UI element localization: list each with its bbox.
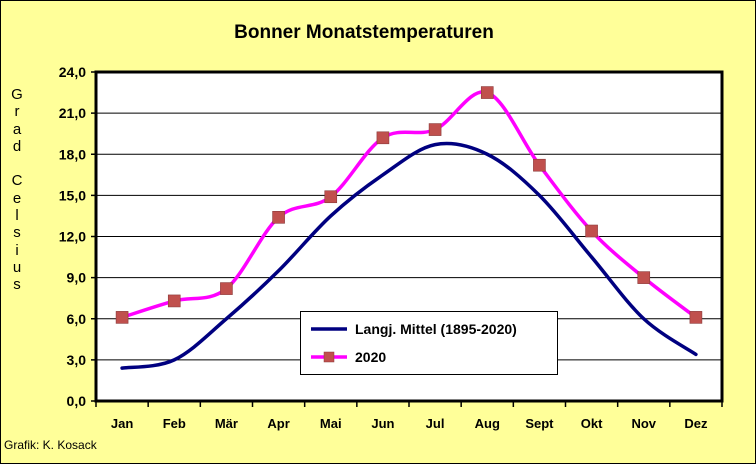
x-tick-labels: Jan Feb Mär Apr Mai Jun Jul Aug Sept Okt Nov Dez bbox=[111, 416, 708, 431]
x-tick-label: Okt bbox=[581, 416, 603, 431]
x-tick-label: Sept bbox=[525, 416, 554, 431]
chart-title: Bonner Monatstemperaturen bbox=[234, 22, 494, 43]
y-tick-label: 18,0 bbox=[59, 146, 86, 162]
y-tick-labels: 0,0 3,0 6,0 9,0 12,0 15,0 18,0 21,0 24,0 bbox=[59, 64, 86, 409]
data-point-marker bbox=[115, 311, 129, 324]
x-tick-label: Apr bbox=[267, 416, 289, 431]
y-tick-label: 3,0 bbox=[67, 352, 87, 368]
y-tick-label: 0,0 bbox=[67, 393, 87, 409]
legend-swatch-mean bbox=[311, 327, 347, 331]
y-tick-label: 6,0 bbox=[67, 311, 87, 327]
legend-label-2020: 2020 bbox=[355, 349, 387, 365]
x-tick-label: Mär bbox=[215, 416, 238, 431]
legend-label-mean: Langj. Mittel (1895-2020) bbox=[355, 321, 517, 337]
x-tick-label: Mai bbox=[320, 416, 342, 431]
x-tick-label: Jul bbox=[426, 416, 445, 431]
data-point-marker bbox=[689, 311, 703, 324]
x-tick-label: Nov bbox=[631, 416, 656, 431]
y-tick-label: 15,0 bbox=[59, 187, 86, 203]
legend: Langj. Mittel (1895-2020) 2020 bbox=[300, 311, 558, 375]
series-line-0 bbox=[120, 141, 698, 370]
data-point-marker bbox=[220, 282, 233, 295]
data-point-marker bbox=[533, 158, 546, 172]
y-axis-label-char: i bbox=[15, 241, 19, 259]
data-point-marker bbox=[376, 131, 390, 145]
y-axis-label-char: a bbox=[12, 120, 22, 138]
data-point-marker bbox=[480, 86, 494, 99]
y-tick-label: 21,0 bbox=[59, 105, 86, 121]
x-tick-label: Jan bbox=[111, 416, 133, 431]
data-point-marker bbox=[585, 224, 598, 238]
legend-item-2020: 2020 bbox=[309, 347, 549, 367]
y-axis-label-char: e bbox=[12, 189, 22, 207]
x-tick-label: Feb bbox=[163, 416, 186, 431]
y-tick-label: 12,0 bbox=[59, 229, 86, 245]
series-markers bbox=[115, 86, 703, 324]
data-point-marker bbox=[272, 211, 285, 224]
data-point-marker bbox=[428, 123, 442, 136]
legend-item-mean: Langj. Mittel (1895-2020) bbox=[309, 319, 549, 339]
legend-swatch-2020 bbox=[311, 351, 347, 363]
y-tick-label: 9,0 bbox=[67, 270, 87, 286]
y-axis-label-char: G bbox=[11, 86, 23, 103]
y-axis-label-char: C bbox=[11, 172, 23, 190]
y-axis-label-char: s bbox=[13, 224, 21, 242]
x-tick-label: Aug bbox=[475, 416, 500, 431]
data-point-marker bbox=[167, 294, 181, 308]
y-axis-label-char: l bbox=[15, 207, 19, 225]
y-axis-label-char: s bbox=[13, 276, 21, 294]
x-tick-label: Dez bbox=[684, 416, 708, 431]
y-axis-label-char: u bbox=[12, 258, 22, 276]
y-tick-label: 24,0 bbox=[59, 64, 86, 80]
x-tick-label: Jun bbox=[371, 416, 394, 431]
credit-text: Grafik: K. Kosack bbox=[4, 438, 97, 452]
data-point-marker bbox=[324, 190, 338, 204]
data-point-marker bbox=[637, 271, 651, 284]
y-axis-label-char: d bbox=[12, 137, 22, 155]
y-axis-label-char: r bbox=[14, 103, 20, 121]
